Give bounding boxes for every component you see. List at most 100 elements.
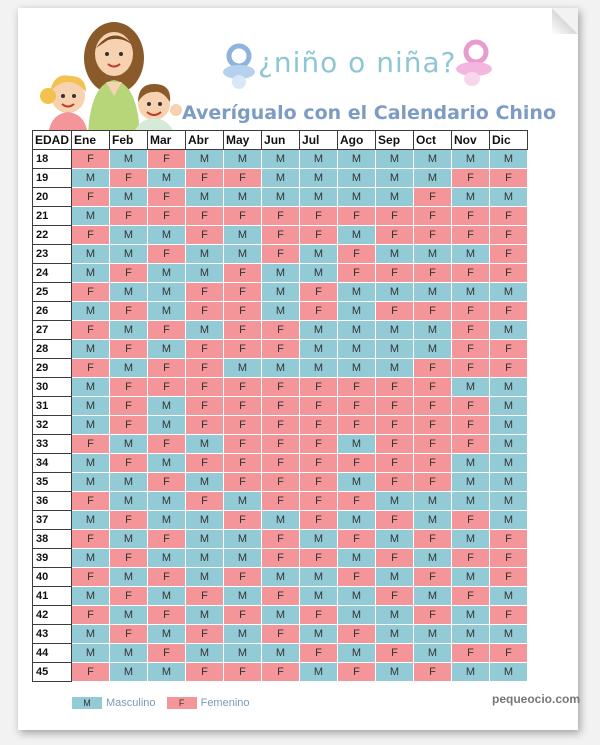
gender-cell: M [375, 339, 415, 359]
gender-cell: F [223, 434, 263, 454]
gender-cell: M [489, 662, 529, 682]
gender-cell: F [109, 415, 149, 435]
gender-cell: M [337, 605, 377, 625]
gender-cell: F [337, 567, 377, 587]
table-row: 18 F M F M M M M M M M M M [31, 149, 529, 169]
header-month: Feb [109, 130, 149, 150]
gender-cell: F [451, 548, 491, 568]
table-row: 27 F M F M F F M M M M F M [31, 320, 529, 340]
gender-cell: F [299, 453, 339, 473]
gender-cell: F [375, 225, 415, 245]
table-row: 41 M F M F M F M M F M F M [31, 586, 529, 606]
gender-cell: M [109, 529, 149, 549]
gender-cell: M [147, 396, 187, 416]
age-cell: 27 [31, 320, 73, 340]
gender-cell: F [489, 168, 529, 188]
gender-cell: F [223, 510, 263, 530]
gender-cell: F [489, 605, 529, 625]
gender-cell: F [489, 263, 529, 283]
table-row: 35 M M F M F F F M F F M M [31, 472, 529, 492]
gender-cell: M [375, 149, 415, 169]
gender-cell: M [375, 358, 415, 378]
gender-cell: M [413, 586, 453, 606]
gender-cell: M [299, 263, 339, 283]
gender-cell: F [147, 605, 187, 625]
gender-cell: M [223, 586, 263, 606]
gender-cell: M [337, 586, 377, 606]
age-cell: 37 [31, 510, 73, 530]
table-row: 26 M F M F F M F M F F F F [31, 301, 529, 321]
table-row: 43 M F M F M F M F M M M M [31, 624, 529, 644]
gender-cell: M [185, 263, 225, 283]
age-cell: 28 [31, 339, 73, 359]
gender-cell: M [375, 624, 415, 644]
table-row: 29 F M F F M M M M M F F F [31, 358, 529, 378]
gender-cell: M [299, 187, 339, 207]
age-cell: 34 [31, 453, 73, 473]
legend-female-swatch: F [166, 697, 197, 710]
gender-cell: M [109, 244, 149, 264]
age-cell: 44 [31, 643, 73, 663]
gender-cell: M [299, 168, 339, 188]
gender-cell: F [375, 643, 415, 663]
gender-cell: F [451, 434, 491, 454]
gender-cell: M [185, 320, 225, 340]
gender-cell: F [185, 396, 225, 416]
gender-cell: M [489, 282, 529, 302]
header-age: EDAD [31, 130, 73, 150]
gender-cell: F [261, 377, 301, 397]
gender-cell: M [71, 244, 111, 264]
gender-cell: F [185, 282, 225, 302]
gender-cell: F [489, 358, 529, 378]
gender-cell: M [223, 358, 263, 378]
gender-cell: M [147, 225, 187, 245]
table-row: 40 F M F M F M M F M F M F [31, 567, 529, 587]
gender-cell: M [413, 491, 453, 511]
gender-cell: F [109, 301, 149, 321]
gender-cell: M [489, 187, 529, 207]
gender-cell: F [185, 168, 225, 188]
table-row: 44 M M F M M M F M F M F F [31, 643, 529, 663]
header-month: Abr [185, 130, 225, 150]
gender-cell: F [451, 225, 491, 245]
header-month: Jul [299, 130, 339, 150]
gender-cell: F [71, 434, 111, 454]
gender-cell: F [261, 320, 301, 340]
age-cell: 26 [31, 301, 73, 321]
table-row: 19 M F M F F M M M M M F F [31, 168, 529, 188]
gender-cell: M [71, 339, 111, 359]
age-cell: 45 [31, 662, 73, 682]
gender-cell: M [109, 491, 149, 511]
gender-cell: M [299, 149, 339, 169]
gender-cell: F [337, 377, 377, 397]
gender-cell: F [185, 377, 225, 397]
gender-cell: F [109, 510, 149, 530]
gender-cell: M [109, 472, 149, 492]
gender-cell: M [375, 529, 415, 549]
gender-cell: F [185, 358, 225, 378]
gender-cell: F [147, 434, 187, 454]
gender-cell: M [451, 377, 491, 397]
gender-cell: F [185, 662, 225, 682]
gender-cell: M [185, 149, 225, 169]
gender-cell: F [71, 149, 111, 169]
gender-cell: F [71, 529, 111, 549]
gender-cell: F [451, 358, 491, 378]
gender-cell: F [109, 263, 149, 283]
gender-cell: F [413, 263, 453, 283]
gender-cell: M [375, 187, 415, 207]
gender-cell: F [413, 605, 453, 625]
gender-cell: M [375, 567, 415, 587]
gender-cell: F [489, 643, 529, 663]
gender-cell: F [413, 225, 453, 245]
gender-cell: F [109, 453, 149, 473]
legend-male-swatch: M [72, 697, 102, 710]
gender-cell: F [185, 586, 225, 606]
gender-cell: F [337, 491, 377, 511]
gender-cell: M [299, 624, 339, 644]
gender-cell: M [413, 244, 453, 264]
gender-cell: M [299, 339, 339, 359]
gender-cell: M [109, 605, 149, 625]
gender-cell: M [223, 491, 263, 511]
gender-cell: F [261, 624, 301, 644]
